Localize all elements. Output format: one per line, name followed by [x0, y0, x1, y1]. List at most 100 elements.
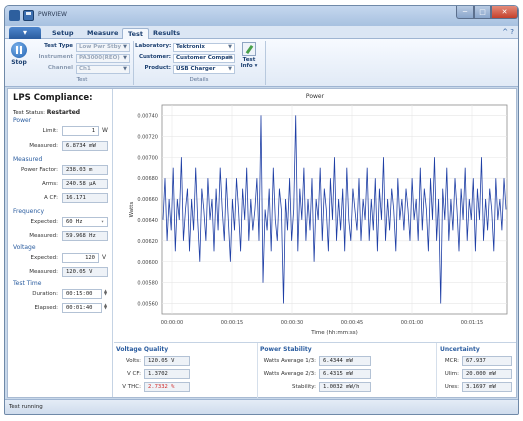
ribbon-tab-bar: ▾ Setup Measure Test Results ^ ? [5, 26, 518, 39]
elapsed-input[interactable]: 00:01:40 [62, 303, 102, 313]
expected-freq-label: Expected: [30, 219, 58, 225]
maximize-button[interactable]: □ [474, 6, 491, 19]
stability-label: Stability: [292, 384, 316, 390]
chevron-down-icon: ▼ [228, 55, 232, 61]
group-label-test: Test [76, 77, 88, 83]
channel-value: Ch1 [79, 66, 91, 72]
tab-test[interactable]: Test [122, 28, 149, 39]
help-icon[interactable]: ^ ? [502, 28, 514, 36]
chevron-down-icon: ▼ [228, 44, 232, 50]
duration-input[interactable]: 00:15:00 [62, 289, 102, 299]
section-measured: Measured [13, 156, 43, 163]
acf-value: 16.171 [62, 193, 108, 203]
mcr-value: 67.937 [462, 356, 512, 366]
title-bar: PWRVIEW ─ □ ✕ [5, 6, 518, 26]
app-menu-button[interactable]: ▾ [9, 27, 41, 39]
laboratory-label: Laboratory: [135, 43, 172, 49]
ures-value: 3.1697 mW [462, 382, 512, 392]
chevron-down-icon: ▼ [123, 55, 127, 61]
tab-results[interactable]: Results [153, 29, 181, 37]
ribbon-panel: Stop Test Type Low Pwr Stby ▼ Instrument … [5, 39, 518, 87]
chevron-down-icon: ▼ [228, 66, 232, 72]
lps-panel: LPS Compliance: Test Status: Restarted P… [8, 89, 113, 397]
stop-button[interactable]: Stop [9, 42, 29, 66]
status-bar: Test running [5, 399, 518, 414]
elapsed-label: Elapsed: [34, 305, 58, 311]
panel-separator [257, 343, 258, 398]
measurement-panels: Voltage Quality Volts: 120.05 V V CF: 1.… [114, 342, 516, 398]
minimize-button[interactable]: ─ [456, 6, 474, 19]
test-type-select[interactable]: Low Pwr Stby ▼ [76, 43, 130, 52]
tab-measure[interactable]: Measure [87, 29, 119, 37]
expected-voltage-label: Expected: [30, 255, 58, 261]
panel-title: LPS Compliance: [13, 93, 93, 103]
measured-voltage-value: 120.05 V [62, 267, 108, 277]
duration-spinner-icon[interactable]: ▲ ▼ [104, 288, 108, 296]
uncertainty-title: Uncertainty [440, 346, 480, 353]
customer-select[interactable]: Customer Compan ▼ [173, 54, 235, 63]
plot-frame [161, 104, 508, 315]
ribbon-separator [133, 41, 134, 85]
vthc-value: 2.7332 % [144, 382, 190, 392]
volts-value: 120.05 V [144, 356, 190, 366]
app-window: PWRVIEW ─ □ ✕ ▾ Setup Measure Test Resul… [4, 5, 519, 415]
measured-freq-label: Measured: [29, 233, 58, 239]
app-icon[interactable] [9, 10, 20, 21]
laboratory-value: Tektronix [176, 44, 205, 50]
y-tick-label: 0.00580 [137, 281, 158, 287]
product-value: USB Charger [176, 66, 216, 72]
arms-label: Arms: [41, 181, 58, 187]
x-tick-label: 00:00:45 [341, 320, 363, 326]
ulim-value: 20.000 mW [462, 369, 512, 379]
chevron-down-icon: ▾ [100, 219, 104, 225]
x-tick-label: 00:01:00 [401, 320, 423, 326]
tab-setup[interactable]: Setup [52, 29, 74, 37]
x-tick-label: 00:01:15 [461, 320, 483, 326]
customer-value: Customer Compan [176, 55, 233, 61]
chevron-down-icon: ▾ [254, 63, 258, 69]
save-icon[interactable] [23, 10, 34, 21]
voltage-quality-title: Voltage Quality [116, 346, 169, 353]
test-status: Test Status: Restarted [13, 109, 80, 116]
measured-freq-value: 59.968 Hz [62, 231, 108, 241]
y-tick-label: 0.00660 [137, 197, 158, 203]
expected-voltage-input[interactable]: 120 [62, 253, 99, 263]
test-status-label: Test Status: [13, 110, 45, 116]
limit-unit: W [102, 127, 108, 134]
close-button[interactable]: ✕ [491, 6, 518, 19]
edit-info-icon [242, 42, 256, 56]
channel-select[interactable]: Ch1 ▼ [76, 65, 130, 74]
y-tick-label: 0.00640 [137, 218, 158, 224]
chevron-down-icon: ▼ [123, 66, 127, 72]
voltage-unit: V [102, 254, 107, 261]
instrument-select[interactable]: PA3000(REO) ▼ [76, 54, 130, 63]
elapsed-spinner-icon[interactable]: ▲ ▼ [104, 302, 108, 310]
y-axis-label: Watts [129, 202, 135, 218]
y-tick-label: 0.00720 [137, 134, 158, 140]
expected-freq-select[interactable]: 60 Hz ▾ [62, 217, 108, 227]
wa13-label: Watts Average 1/3: [263, 358, 316, 364]
ribbon-separator [265, 41, 266, 85]
product-select[interactable]: USB Charger ▼ [173, 65, 235, 74]
customer-label: Customer: [138, 54, 171, 60]
stability-value: 1.0032 mW/h [319, 382, 371, 392]
test-type-value: Low Pwr Stby [79, 44, 122, 50]
measured-power-label: Measured: [29, 143, 58, 149]
arms-value: 240.58 µA [62, 179, 108, 189]
measured-power-value: 6.8734 mW [62, 141, 108, 151]
y-tick-label: 0.00600 [137, 260, 158, 266]
test-info-button[interactable]: Test Info ▾ [238, 42, 260, 69]
product-label: Product: [144, 65, 171, 71]
limit-input[interactable]: 1 [62, 126, 99, 136]
power-chart: Power 0.00560 0.00580 0.00600 0.00620 0.0064… [114, 89, 516, 342]
section-frequency: Frequency [13, 208, 44, 215]
power-series-line [162, 115, 507, 304]
wa23-value: 6.4315 mW [319, 369, 371, 379]
y-tick-label: 0.00680 [137, 176, 158, 182]
power-factor-value: 238.03 m [62, 165, 108, 175]
x-axis-label: Time (hh:mm:ss) [310, 330, 358, 336]
section-test-time: Test Time [13, 280, 42, 287]
laboratory-select[interactable]: Tektronix ▼ [173, 43, 235, 52]
vthc-label: V THC: [122, 384, 141, 390]
mcr-label: MCR: [444, 358, 459, 364]
